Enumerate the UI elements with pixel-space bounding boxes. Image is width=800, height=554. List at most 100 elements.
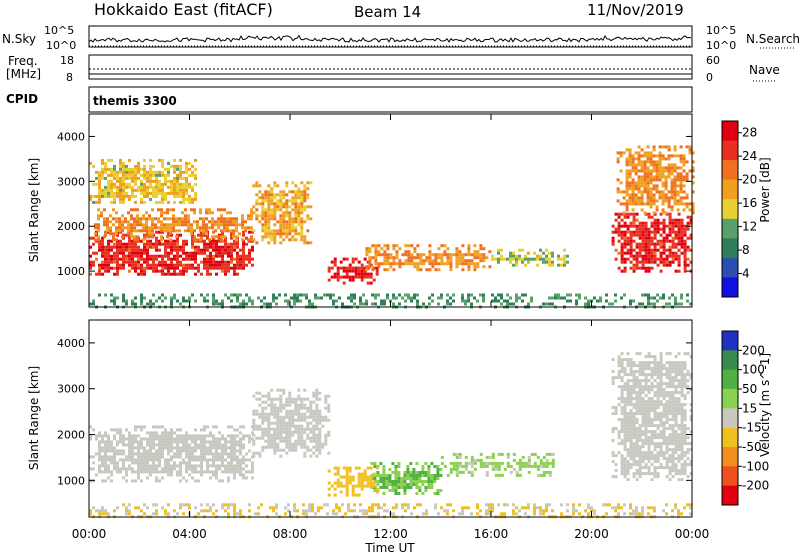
data-cell: [656, 224, 660, 228]
data-cell: [235, 238, 238, 242]
data-cell: [482, 461, 486, 465]
data-cell: [649, 169, 653, 173]
data-cell: [206, 260, 209, 264]
data-cell: [548, 473, 552, 477]
data-cell: [635, 233, 639, 237]
data-cell: [336, 484, 340, 488]
data-cell: [227, 467, 230, 471]
data-cell: [203, 296, 206, 300]
data-cell: [548, 263, 551, 267]
data-cell: [455, 467, 459, 471]
data-cell: [617, 239, 621, 243]
data-cell: [134, 182, 137, 186]
data-cell: [279, 199, 283, 203]
data-cell: [668, 448, 672, 452]
data-cell: [98, 458, 101, 462]
data-cell: [640, 190, 644, 194]
data-cell: [166, 223, 169, 227]
data-cell: [184, 217, 187, 221]
data-cell: [380, 247, 384, 251]
data-cell: [224, 272, 227, 276]
data-cell: [203, 446, 206, 450]
data-cell: [421, 492, 425, 495]
data-cell: [224, 446, 227, 450]
data-cell: [363, 478, 367, 482]
data-cell: [686, 293, 689, 297]
data-cell: [291, 400, 295, 404]
data-cell: [470, 259, 474, 263]
data-cell: [658, 145, 662, 149]
data-cell: [233, 467, 236, 471]
data-cell: [264, 220, 268, 224]
data-cell: [208, 211, 211, 215]
data-cell: [273, 211, 277, 215]
data-cell: [92, 194, 95, 198]
data-cell: [674, 379, 678, 383]
data-cell: [656, 460, 660, 464]
data-cell: [473, 461, 477, 465]
data-cell: [205, 232, 208, 236]
data-cell: [161, 434, 164, 438]
data-cell: [659, 400, 663, 404]
data-cell: [264, 232, 268, 236]
data-cell: [629, 391, 633, 395]
data-cell: [128, 173, 131, 177]
data-cell: [276, 412, 280, 416]
data-cell: [655, 166, 659, 170]
data-cell: [424, 462, 428, 465]
data-cell: [139, 217, 142, 221]
data-cell: [261, 433, 265, 437]
data-cell: [647, 448, 651, 452]
data-cell: [339, 260, 343, 264]
data-cell: [632, 361, 636, 365]
data-cell: [641, 245, 645, 249]
data-cell: [170, 260, 173, 264]
data-cell: [110, 194, 113, 198]
data-cell: [632, 218, 636, 222]
data-cell: [309, 400, 313, 404]
data-cell: [104, 458, 107, 462]
data-cell: [110, 428, 113, 432]
data-cell: [345, 272, 349, 276]
data-cell: [464, 302, 467, 306]
data-cell: [647, 409, 651, 413]
data-cell: [683, 260, 687, 264]
data-cell: [659, 418, 663, 422]
data-cell: [306, 187, 310, 191]
data-cell: [563, 248, 566, 252]
data-cell: [345, 484, 349, 488]
data-cell: [128, 158, 131, 162]
data-cell: [680, 233, 684, 237]
data-cell: [644, 406, 648, 410]
data-cell: [161, 425, 164, 429]
data-cell: [282, 424, 286, 428]
data-cell: [656, 457, 660, 461]
data-cell: [170, 182, 173, 186]
data-cell: [628, 163, 632, 167]
data-cell: [365, 253, 369, 257]
data-cell: [202, 232, 205, 236]
data-cell: [303, 406, 307, 410]
data-cell: [173, 248, 176, 252]
data-cell: [155, 254, 158, 258]
data-cell: [461, 268, 465, 272]
data-cell: [536, 464, 540, 468]
data-cell: [128, 434, 131, 438]
data-cell: [560, 296, 563, 300]
data-cell: [659, 430, 663, 434]
data-cell: [109, 232, 112, 236]
data-cell: [623, 242, 627, 246]
data-cell: [224, 242, 227, 246]
data-cell: [101, 251, 104, 255]
data-cell: [233, 239, 236, 243]
data-cell: [503, 257, 506, 261]
data-cell: [233, 452, 236, 456]
data-cell: [671, 460, 675, 464]
data-cell: [294, 409, 298, 413]
data-cell: [643, 163, 647, 167]
data-cell: [104, 449, 107, 453]
data-cell: [634, 202, 638, 206]
data-cell: [476, 250, 480, 254]
data-cell: [173, 437, 176, 441]
data-cell: [366, 478, 370, 482]
